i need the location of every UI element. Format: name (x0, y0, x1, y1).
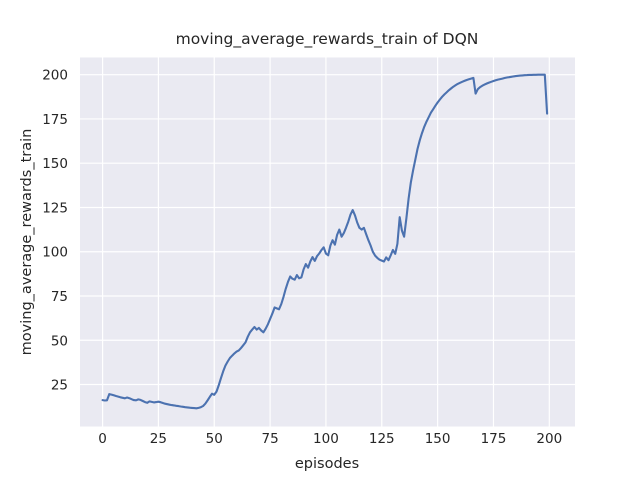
y-tick-label: 75 (51, 289, 68, 305)
y-axis-label: moving_average_rewards_train (19, 129, 35, 356)
x-tick-label: 100 (313, 431, 339, 447)
y-tick-label: 175 (42, 112, 68, 128)
dqn-reward-line (101, 73, 549, 410)
x-tick-label: 75 (261, 431, 278, 447)
x-tick-labels: 0 25 50 75 100 125 150 175 200 (98, 431, 562, 447)
x-tick-label: 125 (369, 431, 395, 447)
y-tick-label: 150 (42, 156, 68, 172)
x-tick-label: 0 (98, 431, 107, 447)
x-tick-label: 25 (150, 431, 167, 447)
x-axis-label: episodes (295, 456, 359, 472)
y-tick-label: 100 (42, 245, 68, 261)
x-tick-label: 200 (536, 431, 562, 447)
y-tick-labels: 25 50 75 100 125 150 175 200 (42, 68, 68, 394)
y-tick-label: 25 (51, 378, 68, 394)
y-tick-label: 50 (51, 333, 68, 349)
x-tick-label: 175 (481, 431, 507, 447)
gridlines (80, 57, 575, 427)
y-tick-label: 125 (42, 200, 68, 216)
chart-title: moving_average_rewards_train of DQN (176, 30, 479, 49)
y-tick-label: 200 (42, 68, 68, 84)
x-tick-label: 50 (206, 431, 223, 447)
x-tick-label: 150 (425, 431, 451, 447)
plot-area (80, 57, 575, 427)
